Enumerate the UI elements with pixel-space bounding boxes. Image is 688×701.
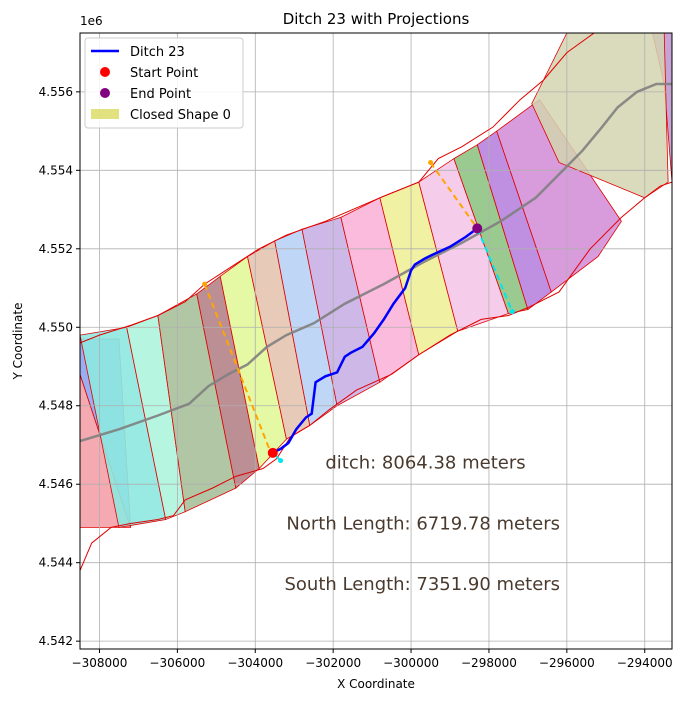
x-tick-label-1: −306000 — [149, 656, 205, 670]
south-projection-end — [476, 228, 514, 312]
legend-label-2: End Point — [130, 87, 191, 102]
south-projection-end-marker-1 — [509, 309, 515, 315]
end-point — [472, 223, 483, 234]
x-tick-label-6: −296000 — [539, 656, 595, 670]
legend-label-1: Start Point — [130, 66, 198, 81]
y-tick-label-1: 4.544 — [39, 556, 73, 570]
legend-label-0: Ditch 23 — [130, 45, 185, 60]
centerline — [80, 82, 672, 443]
y-tick-label-4: 4.550 — [39, 320, 73, 334]
chart-title: Ditch 23 with Projections — [283, 10, 470, 28]
closed-shape-0 — [531, 33, 669, 199]
x-tick-label-5: −298000 — [461, 656, 517, 670]
y-tick-label-0: 4.542 — [39, 634, 73, 648]
north-projection-marker-0 — [202, 281, 208, 287]
y-tick-label-5: 4.552 — [39, 242, 73, 256]
annotations: ditch: 8064.38 meters North Length: 6719.… — [284, 453, 560, 596]
plot-area — [80, 33, 672, 649]
y-tick-label-3: 4.548 — [39, 399, 73, 413]
closed-shape-layer — [531, 33, 669, 199]
x-tick-label-3: −302000 — [305, 656, 361, 670]
legend: Ditch 23 Start Point End Point Closed Shape… — [84, 37, 244, 129]
annotation-1: North Length: 6719.78 meters — [286, 513, 560, 534]
boundary-outline — [80, 33, 672, 571]
x-tick-label-7: −294000 — [617, 656, 673, 670]
y-axis-title: Y Coordinate — [11, 303, 25, 381]
legend-box — [84, 37, 244, 129]
x-tick-label-2: −304000 — [227, 656, 283, 670]
x-tick-label-0: −308000 — [72, 656, 128, 670]
y-offset-label: 1e6 — [80, 14, 103, 28]
start-point — [267, 447, 278, 458]
north-projection-end-marker-0 — [428, 159, 434, 165]
boundary-north — [80, 33, 672, 344]
legend-label-3: Closed Shape 0 — [130, 108, 231, 123]
y-tick-label-7: 4.556 — [39, 85, 73, 99]
x-axis-title: X Coordinate — [337, 677, 415, 691]
north-projection-end — [429, 161, 479, 229]
x-tick-label-4: −300000 — [383, 656, 439, 670]
y-axis-ticks: 4.542 4.544 4.546 4.548 4.550 4.552 4.554 4.556 — [39, 85, 80, 648]
north-projection — [203, 283, 272, 454]
legend-swatch-1 — [100, 67, 110, 77]
legend-swatch-3 — [91, 109, 119, 119]
south-projection-marker-0 — [278, 458, 284, 464]
ditch-line — [272, 227, 479, 454]
legend-swatch-2 — [100, 88, 110, 98]
annotation-0: ditch: 8064.38 meters — [325, 453, 525, 474]
grid — [80, 33, 672, 649]
boundary-south — [80, 181, 672, 571]
points-layer — [267, 223, 483, 458]
annotation-2: South Length: 7351.90 meters — [284, 574, 560, 595]
x-axis-ticks: −308000 −306000 −304000 −302000 −300000 −2980… — [72, 649, 673, 670]
plot-frame — [79, 32, 673, 650]
y-tick-label-2: 4.546 — [39, 477, 73, 491]
y-tick-label-6: 4.554 — [39, 163, 73, 177]
